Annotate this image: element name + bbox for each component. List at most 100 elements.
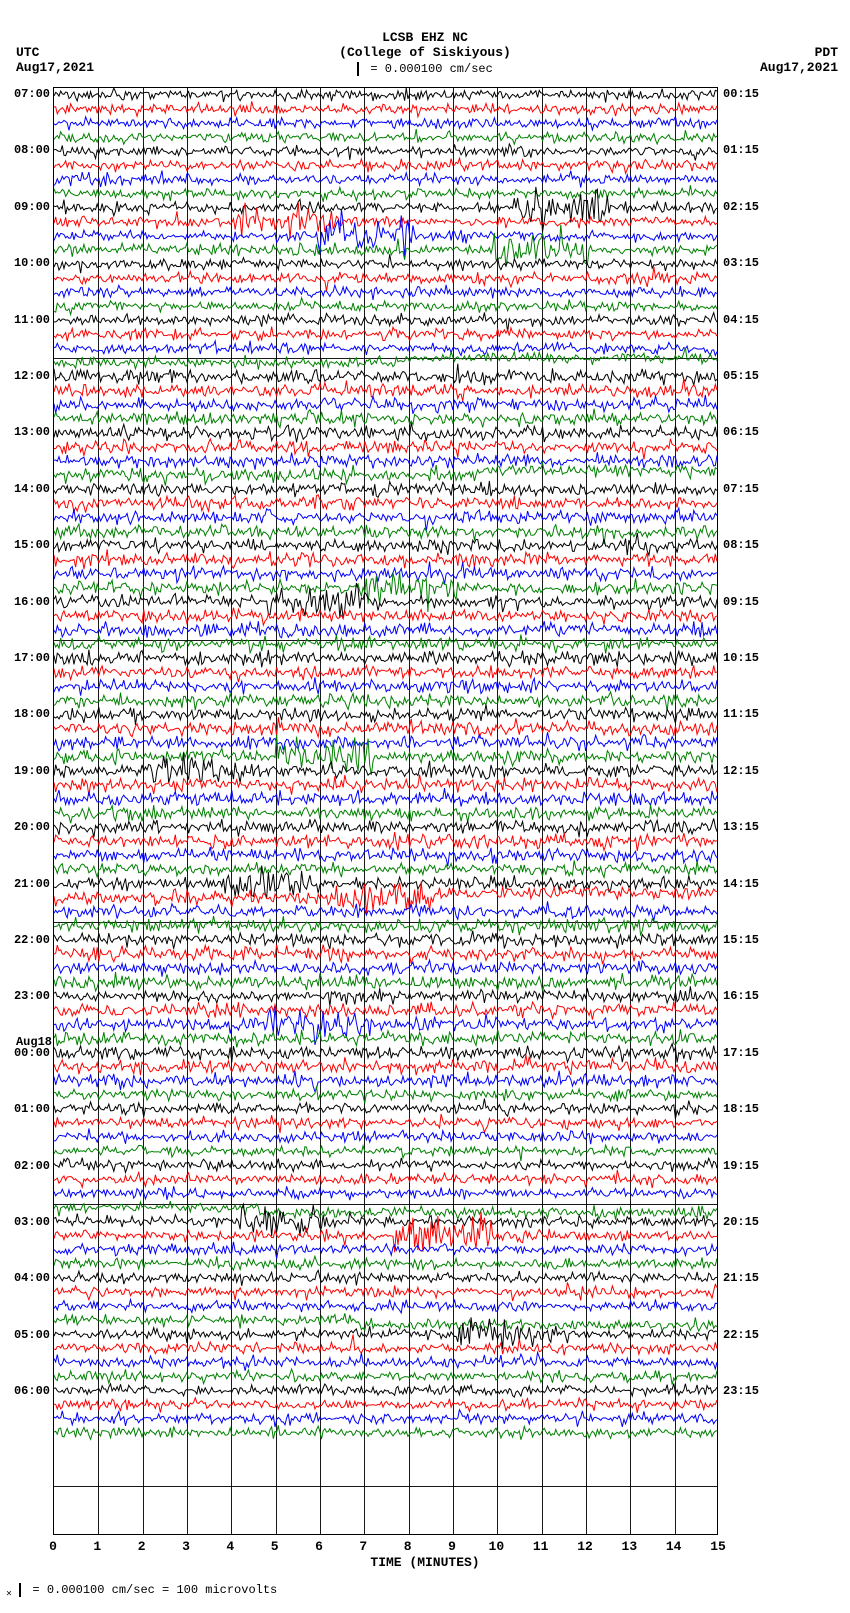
seismic-trace-row	[54, 847, 717, 866]
station-title: LCSB EHZ NC	[0, 30, 850, 45]
utc-hour-label: 08:00	[14, 143, 50, 157]
seismic-trace-row	[54, 495, 717, 513]
x-tick-label: 15	[710, 1539, 726, 1554]
right-date: Aug17,2021	[760, 60, 838, 75]
seismic-trace-row	[54, 1398, 717, 1413]
x-tick-label: 12	[577, 1539, 593, 1554]
pdt-hour-label: 21:15	[723, 1271, 759, 1285]
seismic-trace-row	[54, 677, 717, 695]
x-tick-label: 6	[315, 1539, 323, 1554]
seismic-trace-row	[54, 931, 717, 949]
seismic-trace-row	[54, 665, 717, 682]
x-tick-label: 5	[271, 1539, 279, 1554]
utc-hour-label: 11:00	[14, 313, 50, 327]
x-tick-label: 3	[182, 1539, 190, 1554]
station-subtitle: (College of Siskiyous)	[0, 45, 850, 60]
pdt-hour-label: 12:15	[723, 764, 759, 778]
pdt-hour-label: 22:15	[723, 1328, 759, 1342]
seismic-trace-row	[54, 533, 717, 555]
utc-hour-label: 20:00	[14, 820, 50, 834]
seismic-trace-row	[54, 267, 717, 291]
pdt-hour-label: 04:15	[723, 313, 759, 327]
utc-hour-label: 22:00	[14, 933, 50, 947]
seismic-trace-row	[54, 129, 717, 144]
utc-hour-label: 23:00	[14, 989, 50, 1003]
pdt-hour-label: 13:15	[723, 820, 759, 834]
seismic-trace-row	[54, 1256, 717, 1270]
pdt-hour-label: 19:15	[723, 1159, 759, 1173]
seismic-trace-row	[54, 1145, 717, 1161]
seismic-trace-row	[54, 364, 717, 386]
footer-scale-bar-icon	[19, 1583, 21, 1597]
seismic-trace-row	[54, 1282, 717, 1301]
utc-hour-label: 06:00	[14, 1384, 50, 1398]
seismic-trace-row	[54, 1029, 717, 1047]
seismic-trace-row	[54, 704, 717, 724]
utc-hour-label: 12:00	[14, 369, 50, 383]
seismic-trace-row	[54, 409, 717, 428]
x-tick-label: 14	[666, 1539, 682, 1554]
seismic-trace-row	[54, 481, 717, 497]
pdt-hour-label: 00:15	[723, 87, 759, 101]
utc-hour-label: 04:00	[14, 1271, 50, 1285]
utc-date-marker: Aug18	[16, 1035, 52, 1049]
seismic-trace-row	[54, 1201, 717, 1220]
seismic-trace-row	[54, 960, 717, 977]
seismic-trace-row	[54, 832, 717, 851]
pdt-hour-label: 03:15	[723, 256, 759, 270]
seismic-trace-row	[54, 1384, 717, 1398]
utc-hour-label: 02:00	[14, 1159, 50, 1173]
seismic-trace-row	[54, 439, 717, 460]
seismic-trace-row	[54, 225, 717, 267]
seismic-trace-row	[54, 1299, 717, 1313]
footer-sub-icon: ×	[6, 1590, 12, 1601]
utc-hour-label: 05:00	[14, 1328, 50, 1342]
utc-hour-label: 01:00	[14, 1102, 50, 1116]
seismic-trace-row	[54, 379, 717, 401]
x-tick-label: 2	[138, 1539, 146, 1554]
seismic-trace-row	[54, 285, 717, 300]
pdt-hour-label: 15:15	[723, 933, 759, 947]
seismic-trace-row	[54, 395, 717, 414]
seismic-trace-row	[54, 185, 717, 201]
left-timezone: UTC	[16, 45, 39, 60]
x-tick-label: 13	[622, 1539, 638, 1554]
x-tick-label: 7	[359, 1539, 367, 1554]
pdt-hour-label: 16:15	[723, 989, 759, 1003]
x-tick-label: 10	[489, 1539, 505, 1554]
seismic-trace-row	[54, 901, 717, 920]
seismic-trace-row	[54, 1170, 717, 1188]
seismic-trace-row	[54, 1425, 717, 1439]
utc-hour-label: 15:00	[14, 538, 50, 552]
seismic-trace-row	[54, 732, 717, 751]
pdt-hour-label: 17:15	[723, 1046, 759, 1060]
x-axis-label: TIME (MINUTES)	[370, 1555, 479, 1570]
x-tick-label: 8	[404, 1539, 412, 1554]
seismic-trace-row	[54, 1410, 717, 1427]
seismic-trace-row	[54, 1242, 717, 1259]
pdt-hour-label: 08:15	[723, 538, 759, 552]
seismic-trace-row	[54, 866, 717, 899]
seismic-trace-row	[54, 1186, 717, 1200]
pdt-hour-label: 01:15	[723, 143, 759, 157]
utc-hour-label: 18:00	[14, 707, 50, 721]
scale-text: = 0.000100 cm/sec	[363, 62, 493, 76]
pdt-hour-label: 02:15	[723, 200, 759, 214]
utc-hour-label: 19:00	[14, 764, 50, 778]
seismic-trace-row	[54, 88, 717, 102]
seismic-trace-row	[54, 1114, 717, 1133]
seismic-trace-row	[54, 348, 717, 370]
seismic-trace-row	[54, 717, 717, 737]
footer-scale: × = 0.000100 cm/sec = 100 microvolts	[6, 1583, 277, 1601]
seismic-trace-row	[54, 1044, 717, 1063]
pdt-hour-label: 05:15	[723, 369, 759, 383]
seismic-trace-row	[54, 254, 717, 273]
x-tick-label: 1	[93, 1539, 101, 1554]
pdt-hour-label: 10:15	[723, 651, 759, 665]
seismic-trace-row	[54, 1002, 717, 1020]
utc-hour-label: 17:00	[14, 651, 50, 665]
seismic-trace-row	[54, 549, 717, 569]
seismic-trace-row	[54, 158, 717, 173]
seismic-trace-row	[54, 341, 717, 356]
seismic-trace-row	[54, 327, 717, 342]
